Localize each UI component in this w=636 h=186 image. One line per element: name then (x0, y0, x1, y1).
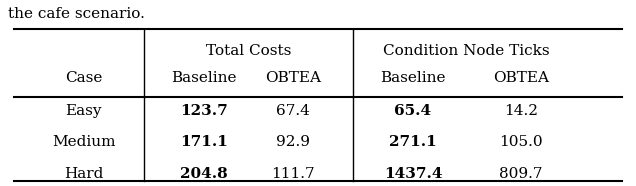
Text: Hard: Hard (64, 167, 104, 181)
Text: 123.7: 123.7 (180, 104, 228, 118)
Text: 809.7: 809.7 (499, 167, 543, 181)
Text: Condition Node Ticks: Condition Node Ticks (384, 44, 550, 58)
Text: Medium: Medium (52, 135, 116, 150)
Text: Easy: Easy (66, 104, 102, 118)
Text: 92.9: 92.9 (275, 135, 310, 150)
Text: Total Costs: Total Costs (205, 44, 291, 58)
Text: 171.1: 171.1 (180, 135, 228, 150)
Text: OBTEA: OBTEA (493, 71, 549, 85)
Text: the cafe scenario.: the cafe scenario. (8, 7, 144, 21)
Text: 271.1: 271.1 (389, 135, 437, 150)
Text: Baseline: Baseline (380, 71, 446, 85)
Text: 1437.4: 1437.4 (384, 167, 442, 181)
Text: Baseline: Baseline (171, 71, 237, 85)
Text: Case: Case (65, 71, 102, 85)
Text: OBTEA: OBTEA (265, 71, 321, 85)
Text: 14.2: 14.2 (504, 104, 537, 118)
Text: 65.4: 65.4 (394, 104, 432, 118)
Text: 105.0: 105.0 (499, 135, 543, 150)
Text: 67.4: 67.4 (276, 104, 310, 118)
Text: 204.8: 204.8 (180, 167, 228, 181)
Text: 111.7: 111.7 (271, 167, 314, 181)
